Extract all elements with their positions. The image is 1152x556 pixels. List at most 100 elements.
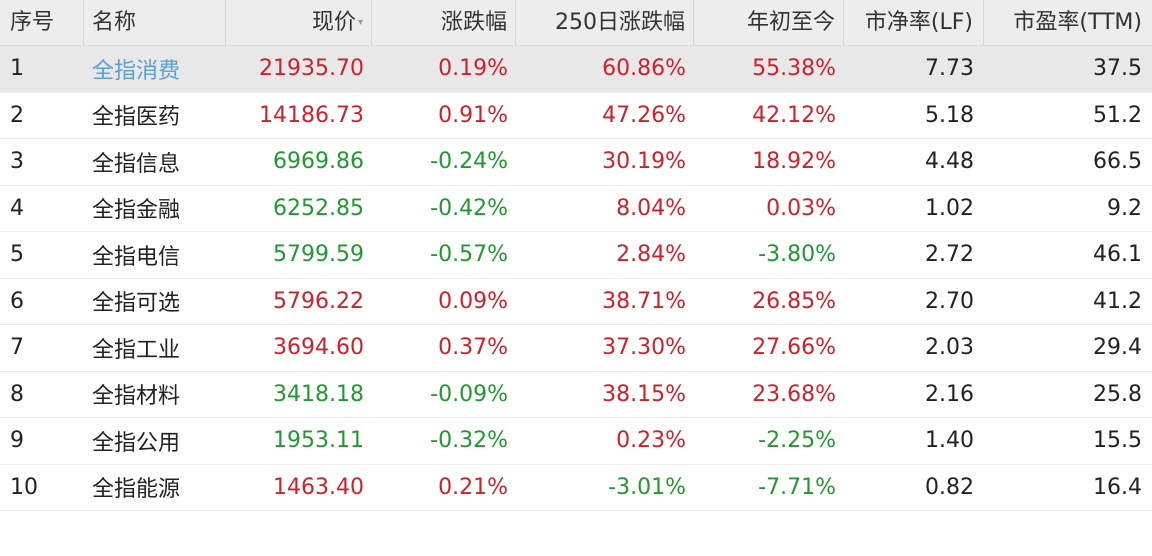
header-pb[interactable]: 市净率(LF) bbox=[844, 0, 984, 46]
cell-pe: 51.2 bbox=[1093, 102, 1142, 128]
cell-change-250d: 8.04% bbox=[616, 195, 686, 221]
table-row[interactable]: 3 全指信息 6969.86 -0.24% 30.19% 18.92% 4.48 66.5 bbox=[0, 139, 1152, 186]
table-row[interactable]: 4 全指金融 6252.85 -0.42% 8.04% 0.03% 1.02 9.2 bbox=[0, 186, 1152, 232]
cell-price: 21935.70 bbox=[259, 56, 364, 82]
cell-pb: 2.16 bbox=[925, 381, 974, 407]
header-price-label: 现价 bbox=[311, 9, 356, 35]
cell-pb: 7.73 bbox=[925, 56, 974, 82]
cell-index: 5 bbox=[10, 242, 24, 268]
cell-pe: 25.8 bbox=[1093, 381, 1142, 407]
table-row[interactable]: 9 全指公用 1953.11 -0.32% 0.23% -2.25% 1.40 15.5 bbox=[0, 418, 1152, 465]
index-quote-table: 序号 名称 现价 ▾ 涨跌幅 250日涨跌幅 年初至今 市净率(LF) 市盈率(T… bbox=[0, 0, 1152, 511]
cell-index: 7 bbox=[10, 335, 24, 361]
cell-pb: 2.70 bbox=[925, 288, 974, 314]
cell-price: 1953.11 bbox=[273, 428, 364, 454]
table-row[interactable]: 10 全指能源 1463.40 0.21% -3.01% -7.71% 0.82 16.4 bbox=[0, 465, 1152, 511]
cell-ytd: 55.38% bbox=[752, 56, 836, 82]
cell-ytd: 23.68% bbox=[752, 381, 836, 407]
header-ytd[interactable]: 年初至今 bbox=[694, 0, 844, 46]
cell-pe: 46.1 bbox=[1093, 242, 1142, 268]
cell-change: -0.09% bbox=[430, 381, 508, 407]
cell-change-250d: -3.01% bbox=[608, 474, 686, 500]
cell-pe: 9.2 bbox=[1107, 195, 1142, 221]
cell-price: 5796.22 bbox=[273, 288, 364, 314]
cell-ytd: -2.25% bbox=[758, 428, 836, 454]
cell-price: 1463.40 bbox=[273, 474, 364, 500]
cell-index: 6 bbox=[10, 288, 24, 314]
cell-name: 全指可选 bbox=[92, 291, 181, 317]
cell-name: 全指能源 bbox=[92, 477, 181, 503]
cell-pb: 1.40 bbox=[925, 428, 974, 454]
cell-change: 0.91% bbox=[438, 102, 508, 128]
cell-change: 0.21% bbox=[438, 474, 508, 500]
cell-ytd: 18.92% bbox=[752, 149, 836, 175]
cell-name: 全指金融 bbox=[92, 198, 181, 224]
cell-name: 全指医药 bbox=[92, 105, 181, 131]
header-change[interactable]: 涨跌幅 bbox=[372, 0, 516, 46]
cell-pb: 5.18 bbox=[925, 102, 974, 128]
header-index[interactable]: 序号 bbox=[0, 0, 84, 46]
cell-pb: 2.72 bbox=[925, 242, 974, 268]
cell-change-250d: 30.19% bbox=[602, 149, 686, 175]
cell-pb: 0.82 bbox=[925, 474, 974, 500]
cell-index: 9 bbox=[10, 428, 24, 454]
cell-pb: 1.02 bbox=[925, 195, 974, 221]
cell-price: 14186.73 bbox=[259, 102, 364, 128]
cell-change-250d: 60.86% bbox=[602, 56, 686, 82]
sort-arrow-icon: ▾ bbox=[357, 16, 363, 28]
table-row[interactable]: 7 全指工业 3694.60 0.37% 37.30% 27.66% 2.03 29.4 bbox=[0, 325, 1152, 372]
table-row[interactable]: 2 全指医药 14186.73 0.91% 47.26% 42.12% 5.18 51.2 bbox=[0, 93, 1152, 139]
header-name[interactable]: 名称 bbox=[84, 0, 226, 46]
cell-price: 6252.85 bbox=[273, 195, 364, 221]
cell-change: -0.32% bbox=[430, 428, 508, 454]
cell-ytd: 0.03% bbox=[766, 195, 836, 221]
cell-ytd: 26.85% bbox=[752, 288, 836, 314]
cell-index: 8 bbox=[10, 381, 24, 407]
cell-price: 5799.59 bbox=[273, 242, 364, 268]
cell-pe: 66.5 bbox=[1093, 149, 1142, 175]
cell-ytd: -7.71% bbox=[758, 474, 836, 500]
cell-pe: 41.2 bbox=[1093, 288, 1142, 314]
cell-pe: 15.5 bbox=[1093, 428, 1142, 454]
cell-change-250d: 38.71% bbox=[602, 288, 686, 314]
cell-index: 2 bbox=[10, 102, 24, 128]
cell-change: 0.09% bbox=[438, 288, 508, 314]
cell-change: 0.37% bbox=[438, 335, 508, 361]
cell-change: -0.57% bbox=[430, 242, 508, 268]
cell-pe: 37.5 bbox=[1093, 56, 1142, 82]
cell-change-250d: 38.15% bbox=[602, 381, 686, 407]
cell-change: -0.24% bbox=[430, 149, 508, 175]
cell-name: 全指消费 bbox=[92, 58, 181, 84]
cell-price: 3418.18 bbox=[273, 381, 364, 407]
cell-pb: 4.48 bbox=[925, 149, 974, 175]
cell-index: 4 bbox=[10, 195, 24, 221]
cell-pe: 16.4 bbox=[1093, 474, 1142, 500]
cell-change-250d: 47.26% bbox=[602, 102, 686, 128]
cell-index: 3 bbox=[10, 149, 24, 175]
cell-name: 全指电信 bbox=[92, 244, 181, 270]
table-row[interactable]: 6 全指可选 5796.22 0.09% 38.71% 26.85% 2.70 41.2 bbox=[0, 279, 1152, 325]
cell-change-250d: 2.84% bbox=[616, 242, 686, 268]
table-row[interactable]: 1 全指消费 21935.70 0.19% 60.86% 55.38% 7.73 37.5 bbox=[0, 46, 1152, 93]
table-row[interactable]: 8 全指材料 3418.18 -0.09% 38.15% 23.68% 2.16 25.8 bbox=[0, 372, 1152, 418]
cell-name: 全指材料 bbox=[92, 384, 181, 410]
cell-pe: 29.4 bbox=[1093, 335, 1142, 361]
cell-ytd: 42.12% bbox=[752, 102, 836, 128]
table-row[interactable]: 5 全指电信 5799.59 -0.57% 2.84% -3.80% 2.72 46.1 bbox=[0, 232, 1152, 279]
cell-ytd: -3.80% bbox=[758, 242, 836, 268]
cell-name: 全指公用 bbox=[92, 430, 181, 456]
table-body: 1 全指消费 21935.70 0.19% 60.86% 55.38% 7.73 37.5 2 全… bbox=[0, 46, 1152, 511]
cell-change: 0.19% bbox=[438, 56, 508, 82]
cell-name: 全指工业 bbox=[92, 337, 181, 363]
header-price[interactable]: 现价 ▾ bbox=[226, 0, 372, 46]
cell-price: 6969.86 bbox=[273, 149, 364, 175]
cell-pb: 2.03 bbox=[925, 335, 974, 361]
header-change-250d[interactable]: 250日涨跌幅 bbox=[516, 0, 694, 46]
header-pe[interactable]: 市盈率(TTM) bbox=[1013, 9, 1142, 35]
cell-index: 1 bbox=[10, 56, 24, 82]
table-header: 序号 名称 现价 ▾ 涨跌幅 250日涨跌幅 年初至今 市净率(LF) 市盈率(T… bbox=[0, 0, 1152, 46]
cell-index: 10 bbox=[10, 474, 38, 500]
cell-change-250d: 37.30% bbox=[602, 335, 686, 361]
cell-name: 全指信息 bbox=[92, 151, 181, 177]
cell-change-250d: 0.23% bbox=[616, 428, 686, 454]
